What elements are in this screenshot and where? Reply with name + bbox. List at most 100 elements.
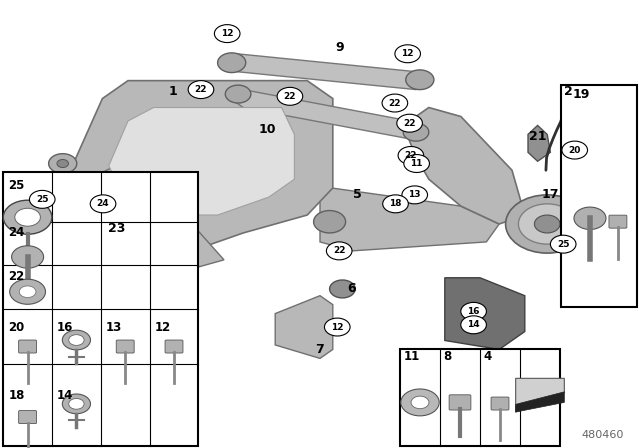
Circle shape <box>90 195 116 213</box>
Text: 14: 14 <box>467 320 480 329</box>
Polygon shape <box>516 378 564 412</box>
Circle shape <box>29 190 55 208</box>
Text: 25: 25 <box>557 240 570 249</box>
Text: 8: 8 <box>443 349 451 363</box>
Polygon shape <box>528 125 550 161</box>
Text: 1: 1 <box>168 85 177 99</box>
Text: 22: 22 <box>195 85 207 94</box>
Text: 10: 10 <box>259 123 276 137</box>
FancyBboxPatch shape <box>165 340 183 353</box>
Circle shape <box>395 45 420 63</box>
Text: 22: 22 <box>404 151 417 160</box>
Text: 22: 22 <box>403 119 416 128</box>
FancyBboxPatch shape <box>3 172 198 446</box>
Circle shape <box>461 302 486 320</box>
Polygon shape <box>445 278 525 349</box>
Circle shape <box>411 396 429 409</box>
Text: 12: 12 <box>401 49 414 58</box>
Text: 24: 24 <box>97 199 109 208</box>
Circle shape <box>326 242 352 260</box>
Polygon shape <box>70 81 333 251</box>
Text: 19: 19 <box>572 87 590 101</box>
Circle shape <box>68 335 84 345</box>
Text: 20: 20 <box>568 146 581 155</box>
Circle shape <box>19 286 36 297</box>
FancyBboxPatch shape <box>449 395 471 410</box>
Circle shape <box>404 155 429 172</box>
Circle shape <box>62 394 90 414</box>
FancyBboxPatch shape <box>400 349 560 446</box>
FancyBboxPatch shape <box>609 215 627 228</box>
Circle shape <box>15 208 40 226</box>
Text: 9: 9 <box>335 40 344 54</box>
Text: 22: 22 <box>333 246 346 255</box>
Circle shape <box>10 279 45 304</box>
Circle shape <box>534 215 560 233</box>
Circle shape <box>324 318 350 336</box>
Circle shape <box>383 195 408 213</box>
Circle shape <box>401 389 439 416</box>
Circle shape <box>3 200 52 234</box>
Polygon shape <box>403 108 525 224</box>
Circle shape <box>214 25 240 43</box>
Text: 13: 13 <box>408 190 421 199</box>
Text: 18: 18 <box>8 389 25 402</box>
Text: 14: 14 <box>57 389 74 402</box>
Text: 16: 16 <box>57 321 74 334</box>
Text: 25: 25 <box>36 195 49 204</box>
Circle shape <box>124 202 141 215</box>
Polygon shape <box>275 296 333 358</box>
Text: 7: 7 <box>316 343 324 356</box>
Text: 23: 23 <box>108 222 125 235</box>
Circle shape <box>330 280 355 298</box>
Circle shape <box>398 146 424 164</box>
Text: 4: 4 <box>483 349 492 363</box>
Text: 12: 12 <box>221 29 234 38</box>
Circle shape <box>62 330 90 350</box>
Text: 21: 21 <box>529 130 547 143</box>
Text: 16: 16 <box>467 307 480 316</box>
Polygon shape <box>230 90 422 139</box>
Text: 22: 22 <box>8 270 24 283</box>
Circle shape <box>574 207 606 229</box>
Circle shape <box>277 87 303 105</box>
Circle shape <box>402 186 428 204</box>
Circle shape <box>506 195 589 253</box>
Text: 25: 25 <box>8 179 25 192</box>
Circle shape <box>461 316 486 334</box>
Polygon shape <box>90 166 224 269</box>
FancyBboxPatch shape <box>19 340 36 353</box>
Polygon shape <box>516 392 564 412</box>
Text: 12: 12 <box>331 323 344 332</box>
FancyBboxPatch shape <box>491 397 509 410</box>
Text: 6: 6 <box>348 282 356 296</box>
Circle shape <box>57 159 68 168</box>
Text: 17: 17 <box>541 188 559 202</box>
Circle shape <box>397 114 422 132</box>
FancyBboxPatch shape <box>116 340 134 353</box>
Circle shape <box>518 204 576 244</box>
Text: 12: 12 <box>155 321 171 334</box>
Circle shape <box>562 141 588 159</box>
Circle shape <box>99 195 122 211</box>
Text: 24: 24 <box>8 226 25 239</box>
Text: 11: 11 <box>410 159 423 168</box>
Circle shape <box>115 196 150 221</box>
Circle shape <box>382 94 408 112</box>
Polygon shape <box>109 108 294 215</box>
Text: 13: 13 <box>106 321 122 334</box>
Text: 18: 18 <box>389 199 402 208</box>
Circle shape <box>49 154 77 173</box>
FancyBboxPatch shape <box>561 85 637 307</box>
Circle shape <box>218 53 246 73</box>
Polygon shape <box>320 188 499 251</box>
Circle shape <box>12 246 44 268</box>
Circle shape <box>68 399 84 409</box>
Circle shape <box>314 211 346 233</box>
Text: 22: 22 <box>284 92 296 101</box>
Text: 480460: 480460 <box>582 430 624 440</box>
Circle shape <box>403 123 429 141</box>
Circle shape <box>406 70 434 90</box>
Text: 22: 22 <box>388 99 401 108</box>
Polygon shape <box>224 54 429 90</box>
